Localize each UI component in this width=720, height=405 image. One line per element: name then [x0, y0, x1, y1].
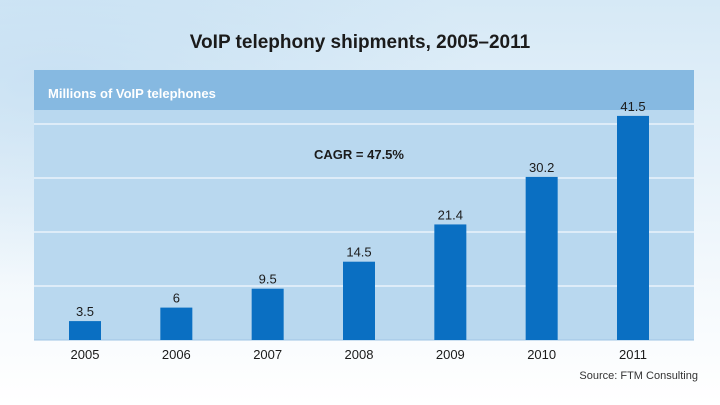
bar-2006: [160, 307, 193, 340]
gridlines: [34, 123, 694, 287]
value-labels: 3.5 6 9.5 14.5 21.4 30.2 41.5: [76, 99, 646, 319]
bars: [69, 115, 649, 341]
source-note: Source: FTM Consulting: [579, 370, 698, 382]
cagr-annotation: CAGR = 47.5%: [314, 147, 404, 162]
y-axis-label: Millions of VoIP telephones: [48, 86, 216, 101]
bar-2010: [525, 176, 558, 340]
value-label-2010: 30.2: [529, 160, 554, 175]
value-label-2008: 14.5: [346, 245, 371, 260]
x-tick-2009: 2009: [436, 347, 465, 362]
bar-2005: [69, 321, 101, 340]
x-tick-2007: 2007: [253, 347, 282, 362]
value-label-2005: 3.5: [76, 304, 94, 319]
value-label-2007: 9.5: [259, 272, 277, 287]
x-tick-2010: 2010: [527, 347, 556, 362]
x-tick-labels: 2005 2006 2007 2008 2009 2010 2011: [71, 347, 647, 362]
bar-2009: [434, 224, 467, 340]
chart-title: VoIP telephony shipments, 2005–2011: [189, 32, 531, 53]
value-label-2009: 21.4: [438, 207, 463, 222]
x-tick-2011: 2011: [619, 347, 647, 362]
x-tick-2005: 2005: [71, 347, 100, 362]
x-tick-2008: 2008: [345, 347, 374, 362]
bar-2007: [251, 288, 284, 340]
y-axis-label-band: [34, 70, 694, 110]
bar-2011: [617, 115, 649, 341]
x-tick-2006: 2006: [162, 347, 191, 362]
value-label-2006: 6: [173, 291, 180, 306]
value-label-2011: 41.5: [620, 99, 645, 114]
bar-2008: [343, 261, 375, 340]
